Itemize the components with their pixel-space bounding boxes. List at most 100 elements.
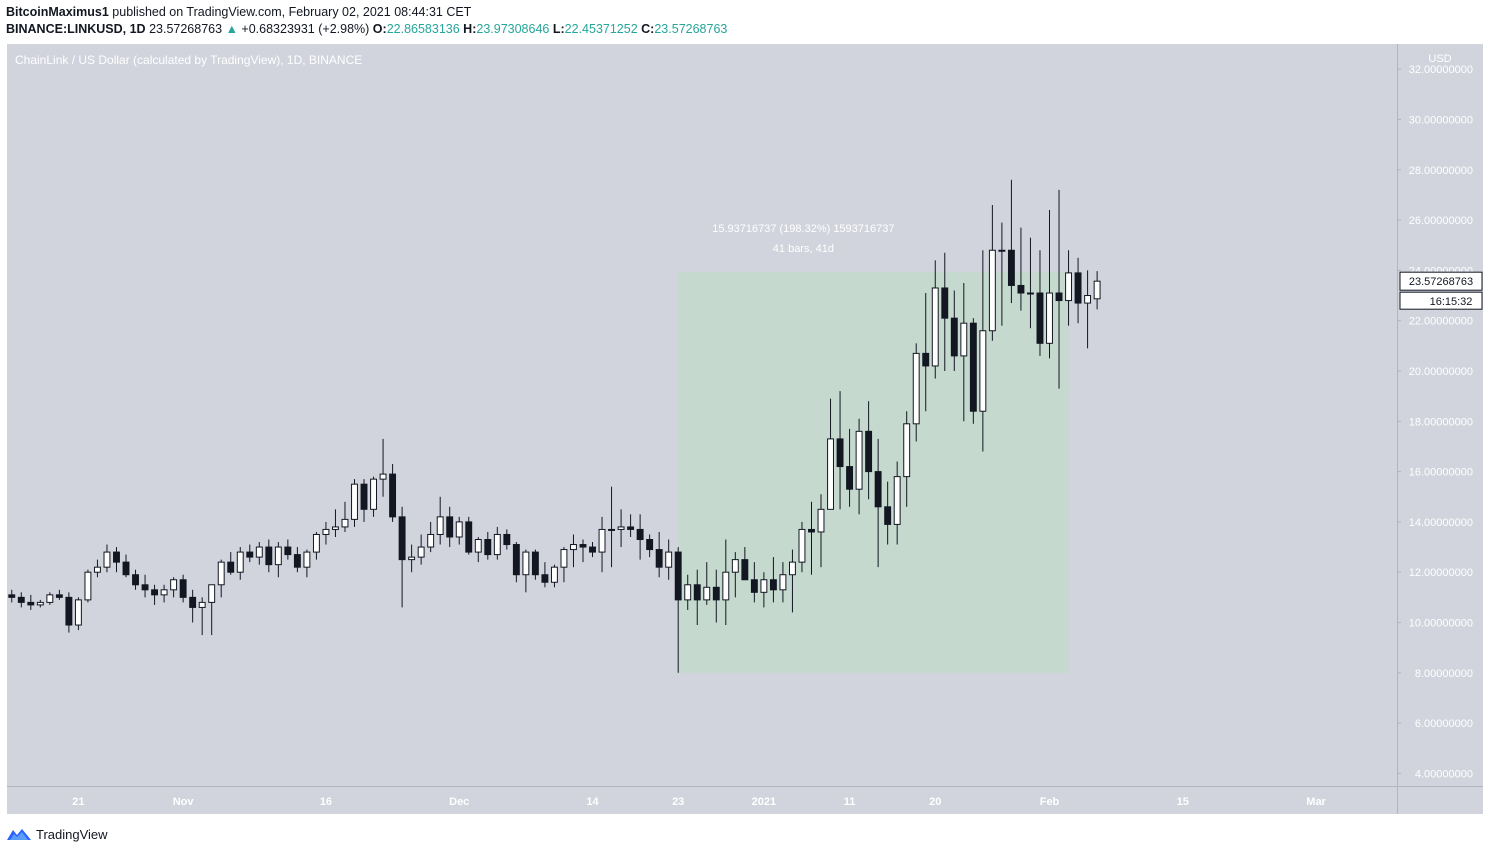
candle-up[interactable] [379, 473, 387, 480]
candle-up[interactable] [931, 287, 939, 367]
tradingview-brand[interactable]: TradingView [6, 824, 108, 844]
candle-down[interactable] [531, 551, 539, 576]
candle-down[interactable] [874, 471, 882, 508]
candle-down[interactable] [646, 539, 654, 551]
candle-down[interactable] [627, 526, 635, 530]
candle-up[interactable] [912, 352, 920, 425]
candle-up[interactable] [198, 601, 206, 608]
candle-up[interactable] [255, 546, 263, 558]
candle-down[interactable] [922, 352, 930, 367]
candle-up[interactable] [436, 516, 444, 535]
candle-down[interactable] [8, 594, 16, 598]
candle-down[interactable] [693, 584, 701, 601]
candle-up[interactable] [351, 483, 358, 520]
candle-up[interactable] [779, 574, 787, 591]
candle-down[interactable] [769, 579, 777, 591]
candle-up[interactable] [827, 438, 834, 510]
candle-down[interactable] [1017, 284, 1025, 294]
candle-down[interactable] [674, 551, 682, 601]
candle-down[interactable] [265, 546, 273, 566]
candle-up[interactable] [1084, 295, 1092, 304]
candle-up[interactable] [74, 599, 82, 626]
author-name[interactable]: BitcoinMaximus1 [6, 5, 109, 19]
candle-up[interactable] [550, 566, 558, 583]
price-range-measure-box[interactable] [678, 271, 1069, 673]
candle-up[interactable] [979, 330, 987, 412]
candle-up[interactable] [817, 508, 825, 533]
candle-down[interactable] [512, 544, 520, 576]
candle-down[interactable] [293, 554, 301, 568]
candle-up[interactable] [322, 528, 330, 535]
candle-down[interactable] [808, 528, 815, 533]
candle-up[interactable] [608, 528, 616, 531]
candle-up[interactable] [274, 546, 282, 566]
candle-down[interactable] [1055, 292, 1063, 302]
candle-down[interactable] [27, 601, 35, 606]
candle-up[interactable] [455, 521, 463, 538]
candle-down[interactable] [846, 466, 854, 490]
candle-down[interactable] [950, 317, 958, 357]
candle-down[interactable] [541, 574, 549, 583]
candle-down[interactable] [503, 533, 511, 546]
candle-up[interactable] [760, 579, 768, 593]
candle-up[interactable] [341, 518, 349, 528]
candle-down[interactable] [589, 546, 596, 553]
candle-up[interactable] [427, 533, 435, 548]
candle-up[interactable] [493, 533, 501, 556]
candle-up[interactable] [960, 322, 968, 357]
candle-up[interactable] [788, 561, 796, 576]
candle-up[interactable] [46, 594, 54, 603]
candle-up[interactable] [474, 539, 482, 553]
candle-up[interactable] [312, 533, 320, 553]
candle-down[interactable] [132, 574, 139, 586]
candle-down[interactable] [446, 516, 454, 538]
candle-down[interactable] [1036, 292, 1044, 344]
candle-down[interactable] [579, 544, 587, 548]
candle-up[interactable] [332, 526, 339, 530]
candle-up[interactable] [1027, 292, 1034, 295]
candle-down[interactable] [636, 528, 644, 541]
candle-up[interactable] [160, 589, 168, 596]
candle-up[interactable] [998, 249, 1006, 252]
candle-up[interactable] [36, 601, 44, 606]
candle-up[interactable] [798, 528, 806, 563]
candle-up[interactable] [988, 249, 996, 332]
candle-down[interactable] [122, 561, 130, 576]
candle-down[interactable] [655, 549, 663, 568]
candle-down[interactable] [484, 539, 492, 556]
candle-down[interactable] [969, 322, 977, 412]
candle-up[interactable] [598, 528, 606, 553]
candle-up[interactable] [684, 584, 692, 601]
candle-down[interactable] [113, 551, 120, 563]
candle-up[interactable] [1065, 272, 1072, 302]
candle-down[interactable] [65, 596, 73, 626]
candle-down[interactable] [712, 586, 720, 601]
candle-up[interactable] [903, 423, 911, 478]
candle-down[interactable] [389, 473, 397, 518]
candle-down[interactable] [465, 521, 473, 553]
candle-up[interactable] [170, 579, 178, 591]
candle-down[interactable] [398, 516, 406, 561]
candle-down[interactable] [884, 506, 892, 525]
candle-down[interactable] [246, 551, 254, 558]
candle-up[interactable] [722, 571, 730, 601]
candle-up[interactable] [208, 584, 216, 603]
candle-down[interactable] [17, 596, 25, 603]
candle-up[interactable] [303, 551, 311, 568]
candle-up[interactable] [703, 586, 711, 601]
candle-down[interactable] [179, 579, 187, 598]
candle-up[interactable] [408, 556, 416, 561]
candle-up[interactable] [731, 559, 739, 573]
candle-down[interactable] [189, 596, 197, 608]
candle-up[interactable] [417, 546, 425, 558]
candle-down[interactable] [1074, 272, 1082, 304]
candle-up[interactable] [217, 561, 225, 586]
candle-down[interactable] [360, 483, 368, 510]
candle-up[interactable] [103, 551, 111, 568]
candle-up[interactable] [560, 549, 568, 568]
candle-down[interactable] [55, 594, 63, 598]
candle-up[interactable] [84, 571, 92, 601]
candle-up[interactable] [522, 551, 530, 576]
candle-up[interactable] [570, 544, 577, 551]
